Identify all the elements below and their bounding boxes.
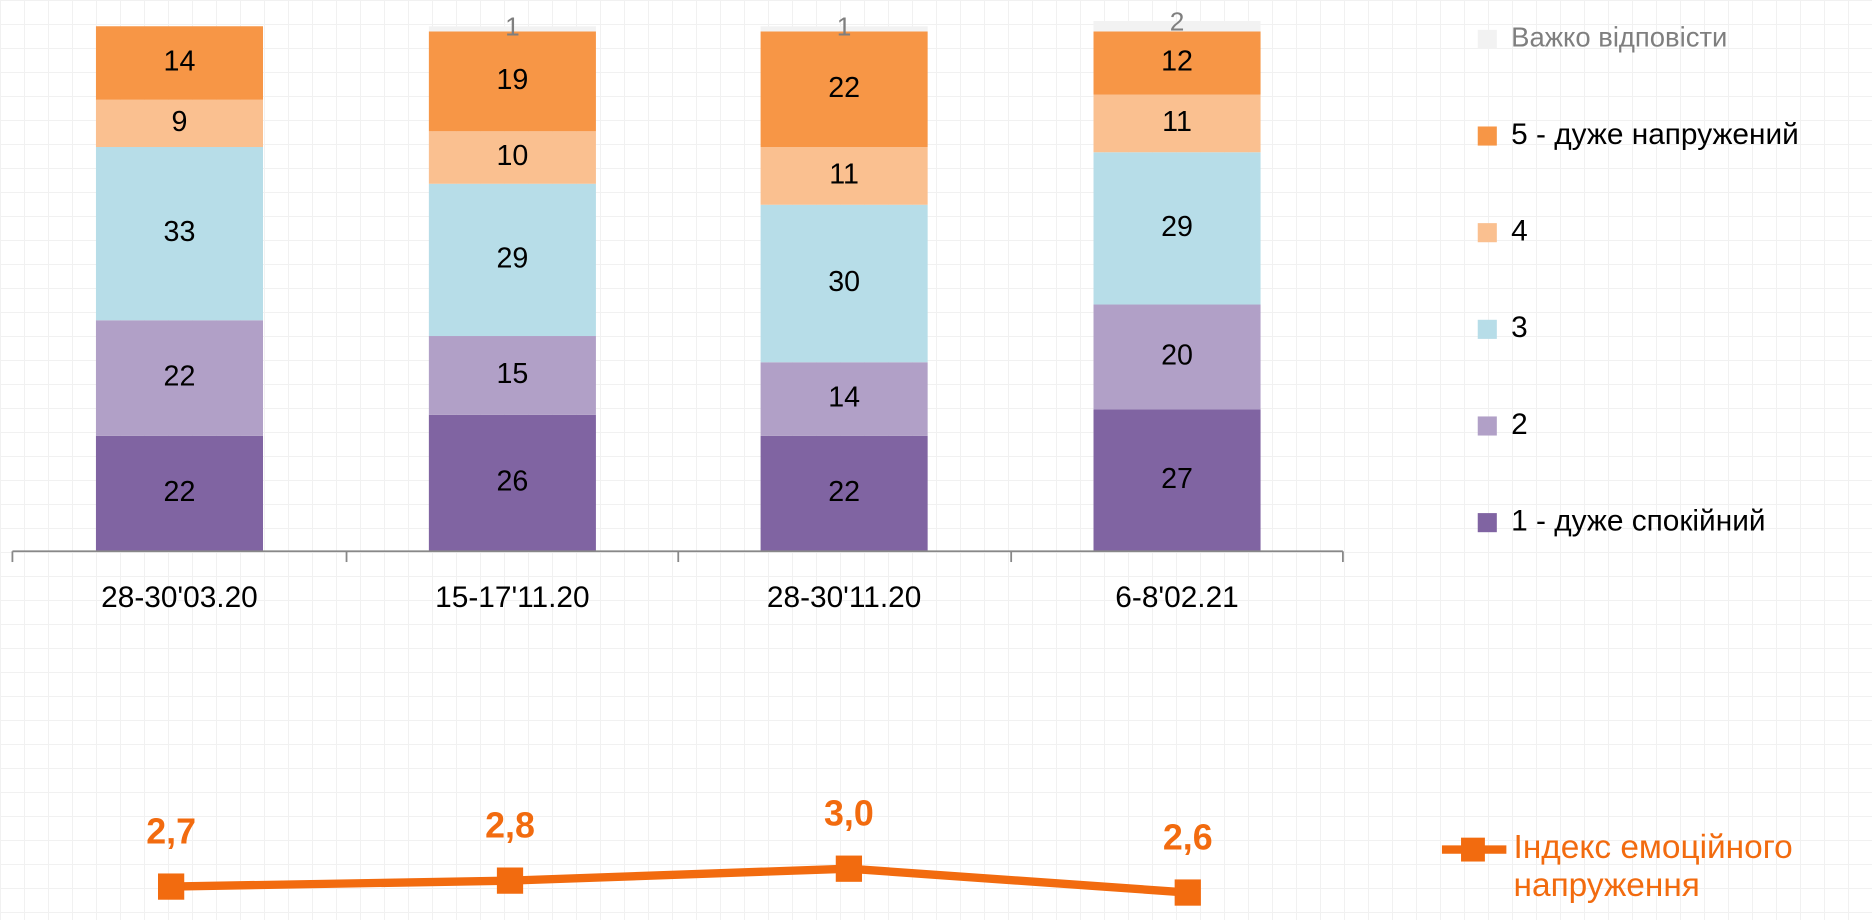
marker <box>835 855 863 882</box>
legend-swatch <box>1477 319 1497 339</box>
data-label: 15 <box>496 358 528 390</box>
bar-segment <box>760 26 928 32</box>
data-label: 26 <box>496 466 528 498</box>
legend-label: 5 - дуже напружений <box>1511 118 1799 151</box>
bar-segment <box>760 147 928 205</box>
bar-segment <box>1093 152 1261 305</box>
data-label: 27 <box>1161 463 1193 495</box>
legend-label: 1 - дуже спокійний <box>1511 505 1765 538</box>
data-label: 9 <box>172 106 188 138</box>
bar-segment <box>1093 409 1261 552</box>
legend-swatch <box>1477 126 1497 146</box>
x-tick-label: 15-17'11.20 <box>435 581 589 614</box>
data-label: 14 <box>164 46 196 78</box>
legend-swatch <box>1477 513 1497 533</box>
data-label: 12 <box>1161 46 1193 78</box>
data-label: 11 <box>1162 106 1192 138</box>
data-label: 20 <box>1161 340 1193 372</box>
data-label: 11 <box>829 158 859 190</box>
data-label: 29 <box>1161 211 1193 243</box>
data-label: 30 <box>828 266 860 298</box>
bar-segment <box>95 26 264 100</box>
bar-segment <box>428 31 596 132</box>
data-label: 22 <box>828 476 860 508</box>
data-label: 29 <box>496 242 528 274</box>
data-label: 2,7 <box>146 812 196 852</box>
bar-segment <box>760 435 928 552</box>
bar-segment <box>95 320 264 436</box>
bar-segment <box>95 435 264 552</box>
bar-segment <box>95 147 264 321</box>
bar-segment <box>760 31 928 148</box>
data-label: 1 <box>837 12 852 42</box>
legend-swatch <box>1477 29 1497 49</box>
legend-label: Важко відповісти <box>1511 22 1727 53</box>
bar-segment <box>428 414 596 552</box>
data-label: 22 <box>828 72 860 104</box>
bar-segment <box>760 204 928 363</box>
data-label: 1 <box>505 12 520 42</box>
bar-segment <box>1093 31 1261 95</box>
bar-segment <box>428 26 596 32</box>
bar-segment <box>95 99 264 148</box>
x-tick-label: 28-30'03.20 <box>101 581 258 614</box>
data-label: 2,8 <box>485 806 535 846</box>
bar-segment <box>1093 94 1261 153</box>
line <box>171 864 1189 897</box>
legend-swatch <box>1477 416 1497 436</box>
data-label: 22 <box>164 476 196 508</box>
x-tick-label: 6-8'02.21 <box>1115 581 1238 614</box>
legend-swatch <box>1477 223 1497 243</box>
data-label: 10 <box>496 140 528 172</box>
data-label: 3,0 <box>824 794 874 834</box>
bar-segment <box>1093 21 1261 32</box>
marker <box>496 867 524 894</box>
data-label: 22 <box>164 361 196 393</box>
data-label: 2,6 <box>1163 818 1213 858</box>
bar-segment <box>760 362 928 436</box>
legend-label: 3 <box>1511 311 1528 344</box>
x-tick-label: 28-30'11.20 <box>767 581 921 614</box>
data-label: 2 <box>1170 6 1185 36</box>
marker <box>1174 879 1201 906</box>
bar-segment <box>1093 304 1261 410</box>
bar-segment <box>428 183 596 337</box>
legend-label: 2 <box>1511 408 1528 441</box>
data-label: 33 <box>164 216 196 248</box>
legend-label: 4 <box>1511 215 1528 248</box>
legend-marker <box>1461 837 1485 862</box>
marker <box>157 873 185 900</box>
bar-segment <box>428 336 596 415</box>
data-label: 19 <box>496 64 528 96</box>
bar-segment <box>428 131 596 184</box>
legend-box: Індекс емоційного напруження <box>1513 828 1793 904</box>
data-label: 14 <box>828 382 860 414</box>
legend-label: Індекс емоційного напруження <box>1513 828 1793 904</box>
